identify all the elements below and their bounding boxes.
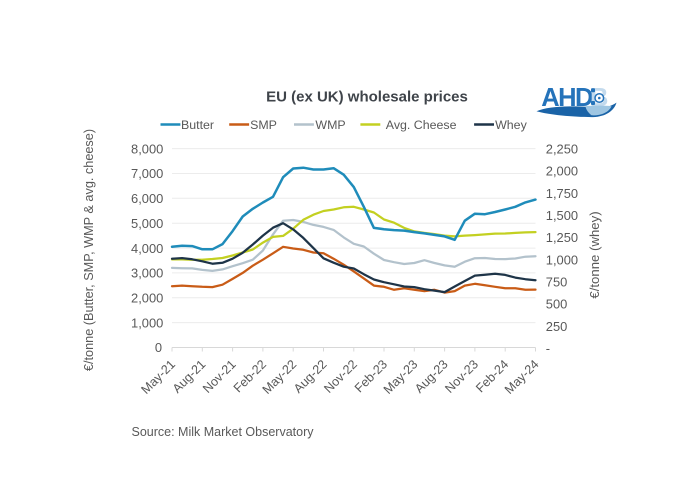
svg-text:4,000: 4,000 [131, 241, 163, 256]
svg-text:7,000: 7,000 [131, 166, 163, 181]
svg-text:500: 500 [546, 297, 568, 312]
svg-text:1,000: 1,000 [131, 315, 163, 330]
svg-text:1,000: 1,000 [546, 252, 578, 267]
svg-text:1,500: 1,500 [546, 208, 578, 223]
svg-text:Whey: Whey [495, 118, 527, 132]
svg-text:Butter: Butter [181, 118, 214, 132]
svg-text:SMP: SMP [250, 118, 277, 132]
svg-text:Avg. Cheese: Avg. Cheese [386, 118, 457, 132]
svg-text:Source: Milk Market Observator: Source: Milk Market Observatory [132, 425, 315, 439]
svg-text:-: - [546, 341, 550, 356]
svg-text:2,250: 2,250 [546, 141, 578, 156]
svg-text:EU (ex UK) wholesale prices: EU (ex UK) wholesale prices [266, 89, 468, 106]
svg-text:€/tonne (whey): €/tonne (whey) [587, 211, 602, 298]
svg-text:8,000: 8,000 [131, 141, 163, 156]
svg-text:1,250: 1,250 [546, 230, 578, 245]
svg-text:WMP: WMP [315, 118, 345, 132]
svg-text:250: 250 [546, 319, 568, 334]
svg-text:2,000: 2,000 [546, 164, 578, 179]
svg-text:€/tonne (Butter, SMP, WMP & av: €/tonne (Butter, SMP, WMP & avg. cheese) [82, 129, 96, 371]
svg-text:1,750: 1,750 [546, 186, 578, 201]
svg-text:5,000: 5,000 [131, 216, 163, 231]
svg-text:3,000: 3,000 [131, 266, 163, 281]
svg-text:2,000: 2,000 [131, 291, 163, 306]
svg-text:0: 0 [155, 340, 162, 355]
svg-text:6,000: 6,000 [131, 191, 163, 206]
svg-text:750: 750 [546, 275, 568, 290]
